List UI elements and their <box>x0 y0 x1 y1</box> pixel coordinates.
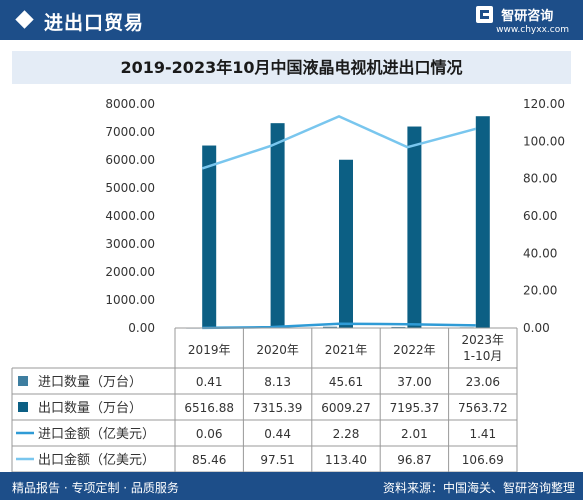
x-axis-category-label: 1-10月 <box>463 349 502 363</box>
brand-url: www.chyxx.com <box>496 25 569 35</box>
table-cell-value: 113.40 <box>325 453 367 467</box>
table-cell-value: 7563.72 <box>458 401 508 415</box>
left-axis-tick-label: 6000.00 <box>105 153 155 167</box>
bar <box>407 126 422 329</box>
table-cell-value: 0.44 <box>264 427 291 441</box>
footer-tagline: 精品报告 · 专项定制 · 品质服务 <box>12 481 179 495</box>
right-axis-tick-label: 0.00 <box>523 321 550 335</box>
table-cell-value: 97.51 <box>260 453 294 467</box>
left-axis-tick-label: 8000.00 <box>105 97 155 111</box>
x-axis-category-label: 2022年 <box>393 343 436 357</box>
x-axis-category-label: 2023年 <box>462 333 505 347</box>
table-cell-value: 23.06 <box>466 375 500 389</box>
right-axis-tick-label: 80.00 <box>523 172 557 186</box>
brand: 智研咨询 www.chyxx.com <box>476 4 569 35</box>
brand-name: 智研咨询 <box>501 9 554 24</box>
table-cell-value: 6516.88 <box>184 401 234 415</box>
table-cell-value: 7315.39 <box>253 401 303 415</box>
series-line <box>202 322 476 330</box>
table-cell-value: 6009.27 <box>321 401 371 415</box>
left-axis-tick-label: 7000.00 <box>105 125 155 139</box>
table-cell-value: 37.00 <box>397 375 431 389</box>
table-cell-value: 96.87 <box>397 453 431 467</box>
table-cell-value: 1.41 <box>469 427 496 441</box>
legend-entry: 出口金额（亿美元） <box>38 452 155 468</box>
right-axis-tick-label: 100.00 <box>523 134 565 148</box>
right-axis-tick-label: 40.00 <box>523 246 557 260</box>
table-cell-value: 2.28 <box>333 427 360 441</box>
brand-logo-icon <box>476 6 494 23</box>
table-cell-value: 2.01 <box>401 427 428 441</box>
table-cell-value: 0.06 <box>196 427 223 441</box>
left-axis-tick-label: 1000.00 <box>105 293 155 307</box>
legend-entry: 进口金额（亿美元） <box>38 426 155 442</box>
chart-title: 2019-2023年10月中国液晶电视机进出口情况 <box>12 51 571 84</box>
left-axis-tick-label: 3000.00 <box>105 237 155 251</box>
bar <box>202 145 217 328</box>
series-line <box>201 114 477 170</box>
left-axis-tick-label: 5000.00 <box>105 181 155 195</box>
bar <box>339 159 353 328</box>
legend-entry: 出口数量（万台） <box>38 401 142 416</box>
legend-entry: 进口数量（万台） <box>38 375 142 390</box>
table-cell-value: 0.41 <box>196 375 223 389</box>
footer-source: 资料来源：中国海关、智研咨询整理 <box>382 481 575 495</box>
right-axis-tick-label: 20.00 <box>523 284 557 298</box>
bar <box>475 116 490 328</box>
bar <box>391 326 406 328</box>
x-axis-category-label: 2020年 <box>256 343 299 357</box>
left-axis-tick-label: 0.00 <box>128 321 155 335</box>
left-axis-tick-label: 2000.00 <box>105 265 155 279</box>
right-axis-tick-label: 120.00 <box>523 97 565 111</box>
right-axis-tick-label: 60.00 <box>523 209 557 223</box>
left-axis-tick-label: 4000.00 <box>105 209 155 223</box>
legend-swatch <box>18 376 28 386</box>
x-axis-category-label: 2021年 <box>325 343 368 357</box>
table-cell-value: 8.13 <box>264 375 291 389</box>
table-cell-value: 45.61 <box>329 375 363 389</box>
bar <box>270 123 285 328</box>
table-cell-value: 7195.37 <box>390 401 440 415</box>
table-cell-value: 106.69 <box>462 453 504 467</box>
header-bar: 进出口贸易 智研咨询 www.chyxx.com <box>0 0 583 40</box>
x-axis-category-label: 2019年 <box>188 343 231 357</box>
section-title: 进出口贸易 <box>44 12 145 34</box>
legend-swatch <box>18 402 28 412</box>
footer-bar: 精品报告 · 专项定制 · 品质服务 资料来源：中国海关、智研咨询整理 <box>0 472 583 500</box>
table-cell-value: 85.46 <box>192 453 226 467</box>
bar <box>323 326 337 328</box>
